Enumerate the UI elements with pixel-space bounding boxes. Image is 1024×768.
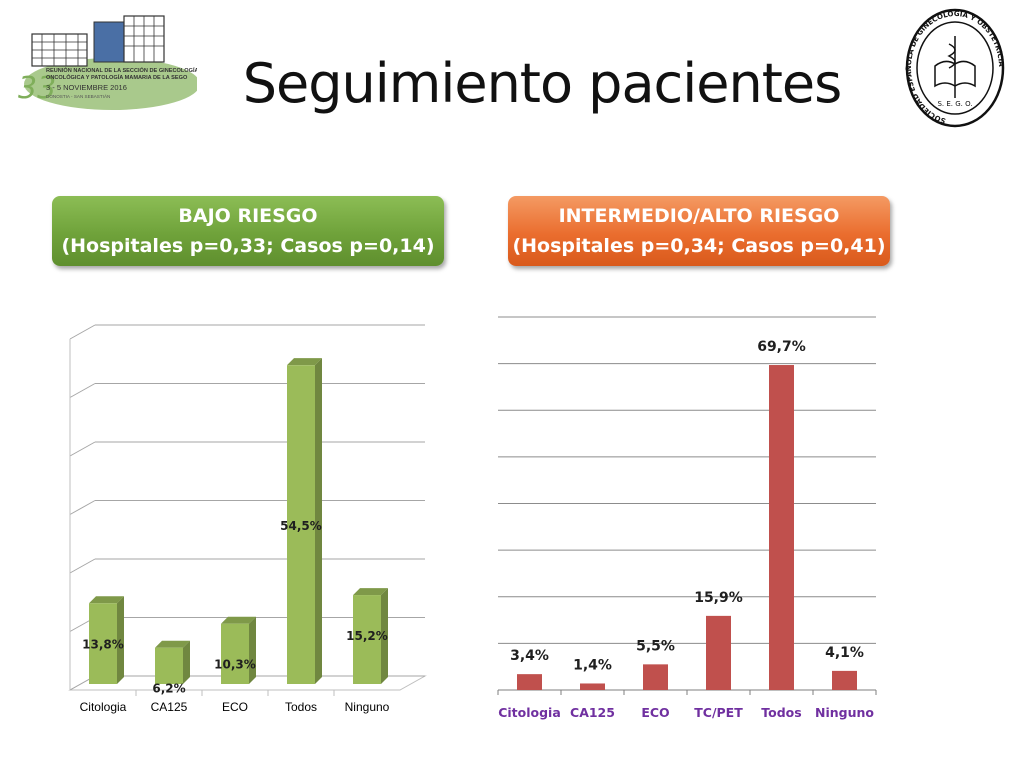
data-label: 54,5% <box>280 519 322 533</box>
x-tick-label: Todos <box>761 705 801 720</box>
data-label: 6,2% <box>152 682 185 696</box>
bar-top <box>353 588 388 596</box>
bar-top <box>221 616 256 624</box>
low-risk-stats: (Hospitales p=0,33; Casos p=0,14) <box>61 235 435 257</box>
gridline-side <box>69 500 96 515</box>
data-label: 1,4% <box>573 657 612 673</box>
bar <box>287 365 315 684</box>
data-label: 4,1% <box>825 645 864 661</box>
logo-line1: REUNIÓN NACIONAL DE LA SECCIÓN DE GINECO… <box>46 66 197 74</box>
logo-dates: 3 - 5 NOVIEMBRE 2016 <box>46 83 127 92</box>
x-tick-label: Citologia <box>498 705 561 720</box>
sego-seal: SOCIEDAD ESPAÑOLA DE GINECOLOGÍA Y OBSTE… <box>905 8 1005 128</box>
data-label: 15,9% <box>694 590 743 606</box>
low-risk-title: BAJO RIESGO <box>178 205 318 227</box>
bar <box>221 623 249 684</box>
bar <box>353 595 381 684</box>
high-risk-badge: INTERMEDIO/ALTO RIESGO (Hospitales p=0,3… <box>508 196 890 266</box>
data-label: 13,8% <box>82 637 124 651</box>
data-label: 3,4% <box>510 648 549 664</box>
bar <box>832 670 857 690</box>
gridline-side <box>69 558 96 574</box>
bar-side <box>315 358 322 684</box>
data-label: 5,5% <box>636 638 675 654</box>
bar-side <box>381 588 388 684</box>
bar-top <box>287 358 322 366</box>
bar <box>580 683 605 690</box>
high-risk-stats: (Hospitales p=0,34; Casos p=0,41) <box>512 235 886 257</box>
page-title: Seguimiento pacientes <box>242 52 842 115</box>
bar <box>155 647 183 684</box>
x-tick-label: CA125 <box>570 705 615 720</box>
bar <box>706 615 731 690</box>
seal-bottom-text: S. E. G. O. <box>937 100 972 108</box>
logo-city: DONOSTIA - SAN SEBASTIÁN <box>46 93 110 99</box>
x-tick-label: Todos <box>285 700 317 714</box>
data-label: 15,2% <box>346 629 388 643</box>
bar-top <box>155 640 190 648</box>
bar <box>517 674 542 690</box>
bar <box>769 365 794 690</box>
congress-logo: 33 REUNIÓN NACIONAL DE LA SECCIÓN DE GIN… <box>18 15 197 110</box>
bar-side <box>117 596 124 684</box>
x-tick-label: Citologia <box>80 700 127 714</box>
bar-top <box>89 596 124 604</box>
x-tick-label: ECO <box>641 705 669 720</box>
bar <box>89 603 117 684</box>
data-label: 69,7% <box>757 339 806 355</box>
low-risk-badge: BAJO RIESGO (Hospitales p=0,33; Casos p=… <box>52 196 444 266</box>
x-tick-label: Ninguno <box>345 700 390 714</box>
gridline-side <box>69 324 96 340</box>
high-risk-title: INTERMEDIO/ALTO RIESGO <box>558 205 840 227</box>
gridline-side <box>69 383 96 398</box>
bar-side <box>183 640 190 684</box>
x-tick-label: CA125 <box>151 700 188 714</box>
logo-number: 33 <box>18 71 56 106</box>
bar <box>643 664 668 690</box>
x-tick-label: Ninguno <box>815 705 874 720</box>
logo-line2: ONCOLÓGICA Y PATOLOGÍA MAMARIA DE LA SEG… <box>46 73 188 81</box>
x-tick-label: ECO <box>222 700 248 714</box>
x-tick-label: TC/PET <box>694 705 743 720</box>
data-label: 10,3% <box>214 658 256 672</box>
bar-side <box>249 616 256 684</box>
gridline-side <box>69 441 96 457</box>
